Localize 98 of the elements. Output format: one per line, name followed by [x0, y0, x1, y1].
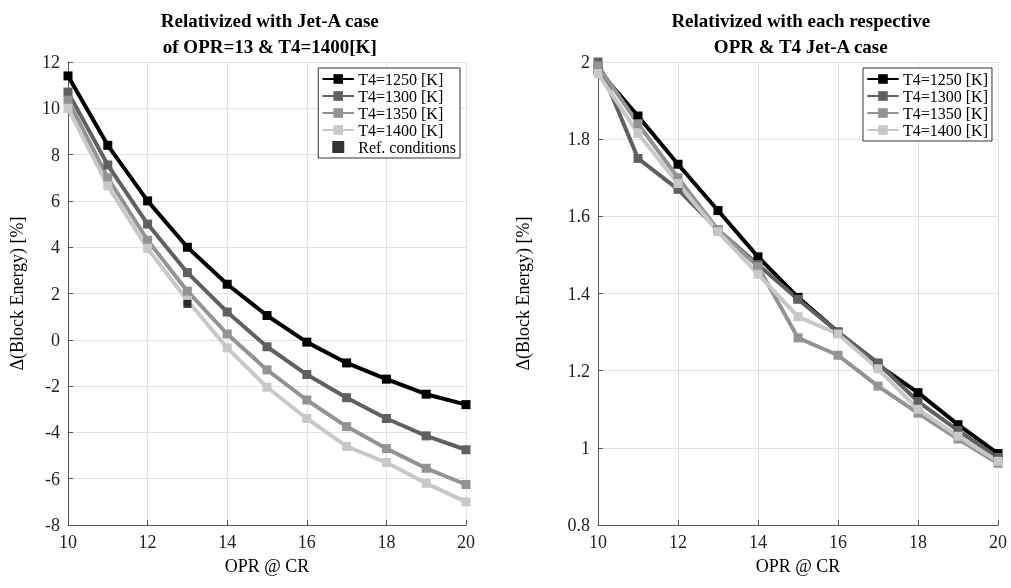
chart-title: Relativized with Jet-A case of OPR=13 & T4=1400[K]: [160, 9, 379, 57]
point: [873, 381, 882, 391]
point: [593, 69, 602, 79]
x-tick-label: 14: [218, 532, 237, 552]
y-tick-label: -2: [45, 376, 60, 397]
point: [633, 153, 642, 163]
point: [873, 364, 882, 374]
legend-label: T4=1350 [K]: [902, 104, 988, 122]
legend-label: T4=1400 [K]: [358, 121, 444, 139]
point: [461, 497, 471, 507]
point: [302, 414, 312, 424]
y-tick-label: -4: [45, 422, 60, 443]
chart-title: Relativized with each respective OPR & T4 Jet-A case: [670, 9, 930, 57]
point: [182, 242, 192, 252]
point: [421, 431, 431, 441]
point: [753, 269, 762, 279]
x-tick-label: 20: [988, 532, 1007, 552]
point: [633, 128, 642, 138]
y-tick-label: 8: [51, 144, 60, 165]
point: [381, 414, 391, 424]
y-tick-label: 12: [42, 52, 60, 72]
y-tick-label: 1: [580, 437, 590, 458]
x-tick-label: 14: [748, 532, 767, 552]
point: [461, 445, 471, 455]
y-tick-label: 0: [51, 329, 60, 350]
y-axis-title: Δ(Block Energy) [%]: [7, 216, 28, 371]
point: [461, 479, 471, 489]
x-tick-label: 12: [138, 532, 157, 552]
point: [103, 160, 113, 170]
y-tick-label: 6: [51, 190, 60, 211]
point: [302, 370, 312, 380]
point: [833, 350, 842, 360]
point: [182, 286, 192, 296]
point: [633, 119, 642, 129]
x-tick-label: 16: [297, 532, 316, 552]
point: [342, 393, 352, 403]
point: [262, 382, 272, 392]
point: [63, 103, 73, 113]
point: [913, 388, 922, 398]
point: [222, 343, 232, 353]
point: [262, 365, 272, 375]
point: [713, 206, 722, 216]
point: [302, 395, 312, 405]
point: [222, 279, 232, 289]
point: [673, 159, 682, 169]
x-tick-label: 16: [828, 532, 847, 552]
point: [913, 404, 922, 414]
y-tick-label: -8: [45, 515, 60, 535]
y-tick-label: 4: [51, 237, 60, 258]
x-tick-label: 18: [377, 532, 396, 552]
point: [222, 329, 232, 339]
point: [342, 441, 352, 451]
y-tick-label: -6: [45, 468, 60, 489]
point: [381, 444, 391, 454]
y-tick-label: 1.4: [567, 283, 590, 304]
point: [342, 358, 352, 368]
point: [793, 333, 802, 343]
x-tick-label: 20: [457, 532, 475, 552]
y-tick-label: 1.6: [567, 206, 590, 227]
legend-label: T4=1400 [K]: [902, 121, 988, 139]
point: [262, 342, 272, 352]
point: [421, 478, 431, 488]
legend-label: T4=1250 [K]: [358, 70, 444, 88]
legend-label: T4=1300 [K]: [902, 87, 988, 105]
legend-label: T4=1350 [K]: [358, 104, 444, 122]
point: [381, 457, 391, 467]
x-axis-title: OPR @ CR: [755, 556, 840, 576]
y-tick-label: 2: [51, 283, 60, 304]
y-tick-label: 2: [580, 52, 590, 72]
y-axis-title: Δ(Block Energy) [%]: [512, 216, 534, 371]
x-tick-label: 18: [908, 532, 927, 552]
point: [103, 181, 113, 191]
legend-label: T4=1300 [K]: [358, 87, 444, 105]
x-axis-title: OPR @ CR: [224, 556, 310, 576]
point: [793, 312, 802, 322]
point: [421, 463, 431, 473]
y-tick-label: 0.8: [567, 515, 590, 535]
point: [461, 400, 471, 410]
point: [63, 71, 73, 81]
y-tick-label: 1.8: [567, 129, 590, 150]
legend-label: Ref. conditions: [358, 138, 456, 156]
point: [673, 179, 682, 189]
point: [381, 374, 391, 384]
point: [103, 140, 113, 150]
point: [143, 196, 153, 206]
point: [182, 268, 192, 278]
y-tick-label: 1.2: [567, 360, 590, 381]
y-tick-label: 10: [42, 98, 60, 119]
point: [143, 243, 153, 253]
point: [342, 422, 352, 432]
point: [421, 389, 431, 399]
point: [143, 219, 153, 229]
point: [183, 299, 192, 308]
point: [302, 337, 312, 347]
point: [222, 307, 232, 317]
x-tick-label: 12: [668, 532, 687, 552]
legend-label: T4=1250 [K]: [902, 70, 988, 88]
point: [262, 310, 272, 320]
